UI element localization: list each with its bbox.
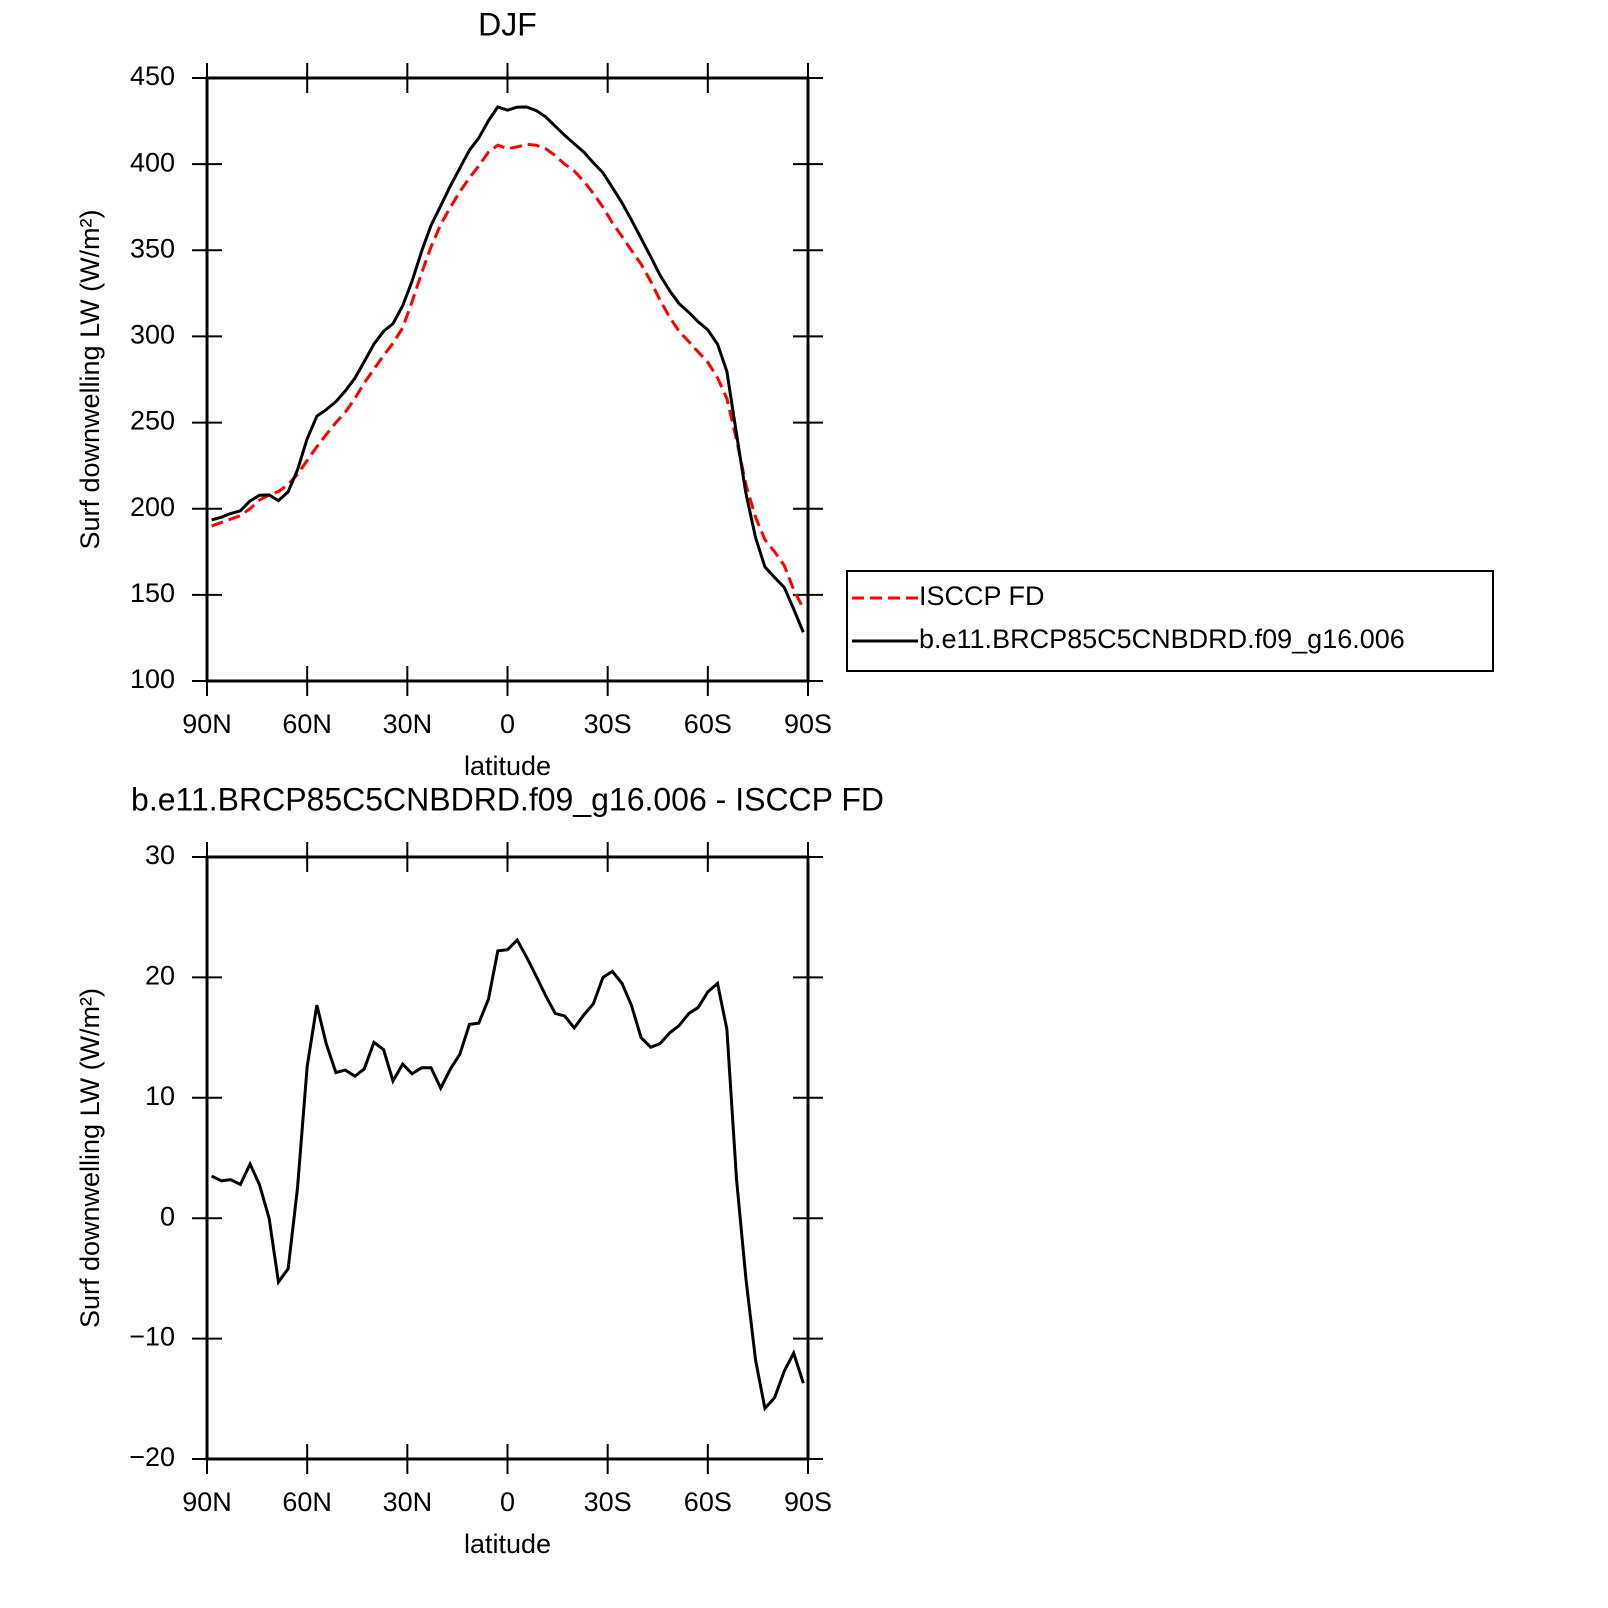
x-tick-label: 90N <box>182 709 232 739</box>
data-line <box>211 105 805 633</box>
x-tick-label: 90S <box>784 709 832 739</box>
y-axis-label: Surf downwelling LW (W/m²) <box>75 209 105 549</box>
x-tick-label: 60N <box>282 709 332 739</box>
y-tick-label: −20 <box>129 1442 175 1472</box>
chart-title: DJF <box>478 6 537 42</box>
x-tick-label: 60N <box>282 1487 332 1517</box>
x-axis-label: latitude <box>464 1529 551 1559</box>
data-line <box>211 142 805 610</box>
y-tick-label: 100 <box>130 664 175 694</box>
y-tick-label: 300 <box>130 320 175 350</box>
data-line <box>211 937 805 1412</box>
y-tick-label: 250 <box>130 406 175 436</box>
y-tick-label: 450 <box>130 61 175 91</box>
y-tick-label: 350 <box>130 233 175 263</box>
x-tick-label: 90S <box>784 1487 832 1517</box>
x-tick-label: 60S <box>684 1487 732 1517</box>
y-tick-label: 400 <box>130 147 175 177</box>
y-tick-label: 0 <box>160 1201 175 1231</box>
y-tick-label: −10 <box>129 1322 175 1352</box>
x-tick-label: 0 <box>500 1487 515 1517</box>
y-axis-label: Surf downwelling LW (W/m²) <box>75 988 105 1328</box>
x-axis-label: latitude <box>464 751 551 781</box>
y-tick-label: 30 <box>145 840 175 870</box>
x-tick-label: 30S <box>584 1487 632 1517</box>
chart-title: b.e11.BRCP85C5CNBDRD.f09_g16.006 - ISCCP… <box>131 781 884 817</box>
legend-box <box>846 570 1494 672</box>
y-tick-label: 200 <box>130 492 175 522</box>
x-tick-label: 60S <box>684 709 732 739</box>
y-tick-label: 10 <box>145 1081 175 1111</box>
plot-frame <box>205 855 810 1461</box>
x-tick-label: 30S <box>584 709 632 739</box>
x-tick-label: 90N <box>182 1487 232 1517</box>
x-tick-label: 0 <box>500 709 515 739</box>
legend-label: b.e11.BRCP85C5CNBDRD.f09_g16.006 <box>919 624 1405 654</box>
legend-label: ISCCP FD <box>919 581 1045 611</box>
y-tick-label: 20 <box>145 961 175 991</box>
x-tick-label: 30N <box>383 1487 433 1517</box>
y-tick-label: 150 <box>130 578 175 608</box>
x-tick-label: 30N <box>383 709 433 739</box>
